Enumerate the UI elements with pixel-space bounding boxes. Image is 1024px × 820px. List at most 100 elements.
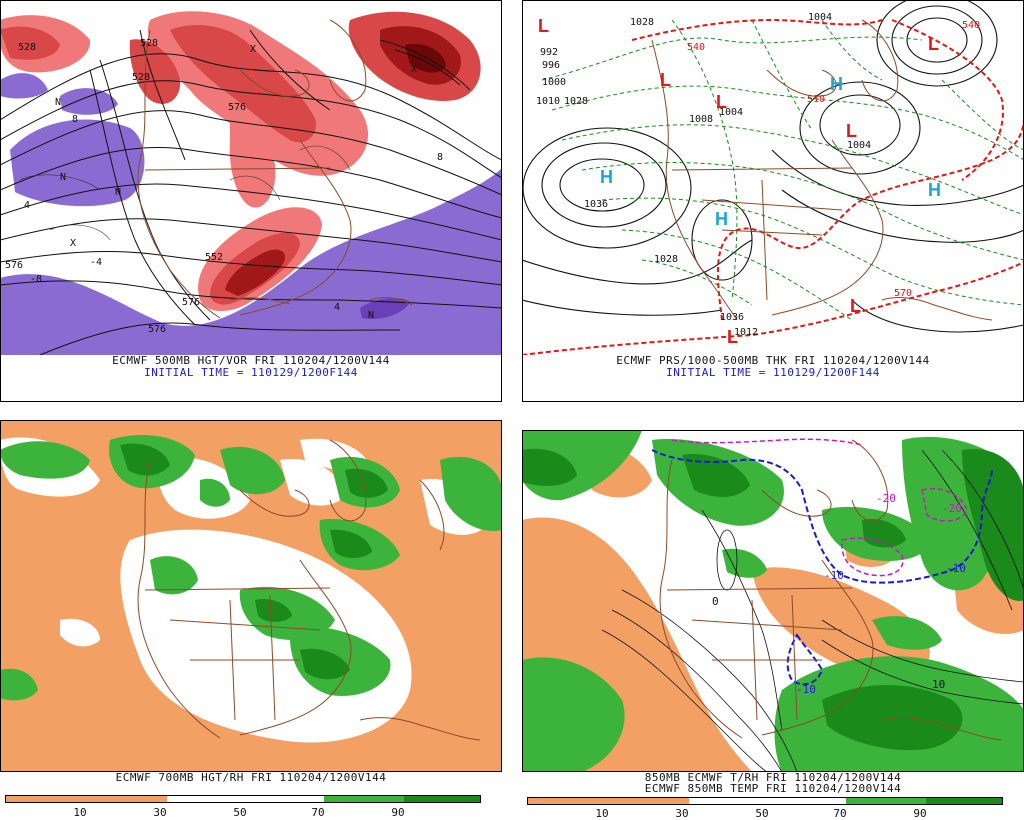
coastline-greenland — [329, 19, 367, 102]
label: 576 — [228, 102, 246, 113]
subcaption: INITIAL TIME = 110129/1200F144 — [144, 366, 358, 379]
label: N — [60, 172, 66, 183]
pressure-label: 996 — [542, 60, 560, 71]
pos-vort-canada-mid — [170, 25, 316, 143]
caption: ECMWF 500MB HGT/VOR FRI 110204/1200V144 — [112, 354, 390, 367]
caption: ECMWF 700MB HGT/RH FRI 110204/1200V144 — [115, 771, 387, 784]
colorbar-tick: 70 — [311, 806, 325, 819]
high-center: H — [830, 74, 843, 94]
thickness-label: 510 — [807, 94, 825, 105]
coastline-west-na — [137, 29, 221, 319]
colorbar-tick: 30 — [153, 806, 167, 819]
pressure-label: 992 — [540, 47, 558, 58]
pressure-label: 1010 — [536, 96, 560, 107]
map-500mb-vorticity: 528 528 576 576 552 576 528 576 8 8 4 4 … — [0, 0, 502, 355]
label: N — [368, 310, 374, 321]
temp-label: 0 — [712, 595, 719, 608]
coastline-gulf — [229, 297, 291, 305]
coastline-cuba — [369, 297, 413, 306]
label: 528 — [140, 38, 158, 49]
neg-vort-pacific-north — [60, 88, 118, 115]
label: 8 — [72, 114, 78, 125]
colorbar-tick: 90 — [913, 807, 927, 820]
pressure-label: 1012 — [734, 327, 758, 338]
low-center: L — [660, 70, 671, 90]
map-850mb-temp-rh: -10 -10 -10 -20 -20 0 10 — [522, 430, 1024, 772]
thickness-label: 570 — [894, 288, 912, 299]
thickness-label: 540 — [687, 42, 705, 53]
label: 4 — [334, 302, 340, 313]
label: X — [70, 238, 76, 249]
high-center: H — [715, 209, 728, 229]
rh-colorbar — [5, 795, 481, 803]
label: -4 — [90, 257, 102, 268]
pressure-label: 1036 — [584, 199, 608, 210]
temp-label: -20 — [876, 492, 896, 505]
temp-label: 10 — [932, 678, 945, 691]
pos-vort-rockies — [229, 119, 276, 208]
label: 552 — [205, 252, 223, 263]
high-center: H — [928, 180, 941, 200]
pressure-label: 1004 — [808, 12, 832, 23]
temp-label: -10 — [946, 562, 966, 575]
caption-secondary: ECMWF 850MB TEMP FRI 110204/1200V144 — [644, 782, 902, 795]
colorbar-tick: 50 — [755, 807, 769, 820]
pressure-label: 1008 — [689, 114, 713, 125]
temp-label: -10 — [824, 569, 844, 582]
panel-850mb-t-rh: -10 -10 -10 -20 -20 0 10 850MB ECMWF T/R… — [522, 430, 1024, 819]
label: 528 — [132, 72, 150, 83]
caption: 850MB ECMWF T/RH FRI 110204/1200V144 — [644, 771, 902, 784]
panel-500mb-hgt-vor: 528 528 576 576 552 576 528 576 8 8 4 4 … — [0, 0, 502, 402]
pos-vort-ne-darkest — [405, 43, 446, 73]
colorbar-tick: 90 — [391, 806, 405, 819]
low-center: L — [538, 16, 549, 36]
coastline-east-na — [239, 139, 352, 316]
low-center: L — [716, 92, 727, 112]
colorbar-tick: 50 — [233, 806, 247, 819]
colorbar-tick: 70 — [833, 807, 847, 820]
label: 576 — [5, 260, 23, 271]
low-center: L — [850, 296, 861, 316]
coastline-hudson — [239, 69, 310, 97]
pressure-label: 1036 — [720, 312, 744, 323]
pressure-label: 1028 — [564, 96, 588, 107]
pressure-label: 1028 — [630, 17, 654, 28]
thickness-label: 540 — [962, 20, 980, 31]
pressure-label: 1000 — [542, 77, 566, 88]
neg-vort-cuba — [360, 298, 410, 320]
map-mslp-thickness: 1036 1028 1004 1004 1008 1004 1028 1012 … — [522, 0, 1024, 355]
map-700mb-rh — [0, 420, 502, 772]
low-center: L — [727, 327, 738, 347]
panel-700mb-hgt-rh: ECMWF 700MB HGT/RH FRI 110204/1200V144 1… — [0, 420, 502, 819]
label: X — [250, 44, 256, 55]
neg-vort-nw — [0, 73, 48, 99]
panel-prs-thk: 1036 1028 1004 1004 1008 1004 1028 1012 … — [522, 0, 1024, 402]
label: 8 — [437, 152, 443, 163]
colorbar-tick: 10 — [595, 807, 609, 820]
colorbar-tick: 10 — [73, 806, 87, 819]
colorbar-tick: 30 — [675, 807, 689, 820]
low-center: L — [846, 121, 857, 141]
rh-colorbar — [527, 797, 1003, 805]
label: X — [411, 64, 417, 75]
pressure-label: 1004 — [847, 140, 871, 151]
border-us-canada — [144, 167, 331, 171]
high-center: H — [600, 167, 613, 187]
temp-label: -20 — [942, 502, 962, 515]
label: 576 — [182, 297, 200, 308]
caption: ECMWF PRS/1000-500MB THK FRI 110204/1200… — [616, 354, 930, 367]
neg-vort-pacific — [10, 119, 145, 207]
pos-vort-gulf-dark — [225, 249, 286, 296]
label: N — [55, 97, 61, 108]
pos-vort-pacific-nw-mid — [0, 26, 60, 60]
label: 528 — [18, 42, 36, 53]
label: 576 — [148, 324, 166, 335]
pressure-label: 1028 — [654, 254, 678, 265]
temp-label: -10 — [796, 683, 816, 696]
label: N — [115, 187, 121, 198]
subcaption: INITIAL TIME = 110129/1200F144 — [666, 366, 880, 379]
low-center: L — [928, 34, 939, 54]
pressure-label: 1004 — [719, 107, 743, 118]
label: -8 — [30, 274, 42, 285]
label: 4 — [24, 200, 30, 211]
